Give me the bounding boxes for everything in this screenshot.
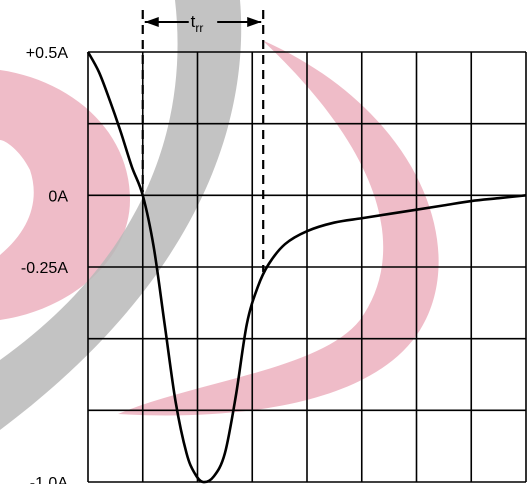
y-tick-label: +0.5A (26, 45, 69, 62)
watermark-gray-band (0, 0, 242, 430)
y-tick-label: 0A (48, 188, 68, 205)
trr-label: trr (191, 12, 204, 35)
current-curve-group (86, 51, 527, 484)
y-tick-label: -0.25A (21, 260, 68, 277)
y-tick-label: -1.0A (30, 475, 69, 484)
trr-arrow-right-head (247, 17, 262, 27)
watermark-pink-arc (0, 70, 130, 320)
watermark-logo (0, 0, 439, 430)
trr-arrow-left-head (144, 17, 159, 27)
trr-markers: trr (141, 10, 265, 272)
y-axis-labels: +0.5A 0A -0.25A -1.0A (21, 45, 68, 484)
reverse-recovery-curve (86, 51, 527, 484)
watermark-pink-swoosh (118, 40, 439, 416)
grid-lines (87, 51, 527, 483)
